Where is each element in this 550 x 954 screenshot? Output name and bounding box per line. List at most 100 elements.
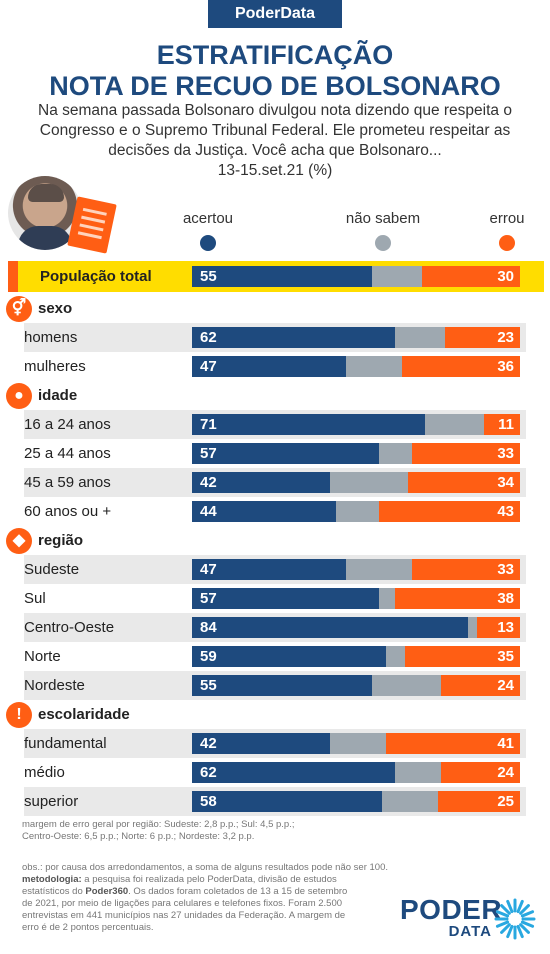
row-errou-bar (441, 762, 520, 783)
method-text-2c: . Os dados foram coletados de 13 a 15 de… (128, 886, 348, 897)
table-row: fundamental 42 41 (0, 729, 550, 758)
brand-tab: PoderData (208, 0, 342, 28)
row-errou-value: 38 (497, 590, 514, 607)
total-marker (8, 261, 18, 292)
row-acertou-bar (192, 414, 425, 435)
row-errou-bar (438, 791, 520, 812)
row-errou-value: 25 (497, 793, 514, 810)
row-label: Sudeste (24, 561, 80, 578)
legend-nao-sabem-dot (375, 235, 391, 251)
logo-ray (519, 923, 530, 934)
row-acertou-value: 62 (200, 329, 217, 346)
row-acertou-bar (192, 501, 337, 522)
row-bar: 62 23 (192, 327, 520, 348)
logo-ray (500, 904, 511, 915)
row-errou-value: 34 (497, 474, 514, 491)
table-row: superior 58 25 (0, 787, 550, 816)
intro-line-1: Na semana passada Bolsonaro divulgou not… (38, 102, 512, 119)
row-bar: 42 34 (192, 472, 520, 493)
table-row: Sudeste 47 33 (0, 555, 550, 584)
row-errou-value: 11 (498, 416, 514, 433)
total-acertou-value: 55 (200, 268, 217, 285)
row-acertou-bar (192, 733, 330, 754)
method-line-4: entrevistas em 441 municípios nas 27 uni… (22, 910, 346, 921)
total-errou-value: 30 (497, 268, 514, 285)
section-escolaridade-header: ! escolaridade (0, 700, 550, 729)
table-row: 16 a 24 anos 71 11 (0, 410, 550, 439)
row-acertou-value: 57 (200, 445, 217, 462)
row-errou-bar (411, 559, 520, 580)
logo-ray (506, 899, 514, 914)
row-errou-bar (444, 327, 520, 348)
row-acertou-bar (192, 472, 330, 493)
row-nao-sabem-bar (395, 327, 445, 348)
row-acertou-value: 57 (200, 590, 217, 607)
row-label: Nordeste (24, 677, 85, 694)
margin-note-line-2: Centro-Oeste: 6,5 p.p.; Norte: 6 p.p.; N… (22, 831, 255, 842)
section-regio-header: ◆ região (0, 526, 550, 555)
question-text: Na semana passada Bolsonaro divulgou not… (10, 101, 540, 181)
margin-note: margem de erro geral por região: Sudeste… (22, 819, 402, 843)
row-errou-bar (408, 472, 520, 493)
table-row: 25 a 44 anos 57 33 (0, 439, 550, 468)
row-label: homens (24, 329, 78, 346)
row-bar: 58 25 (192, 791, 520, 812)
row-acertou-value: 55 (200, 677, 217, 694)
row-errou-value: 33 (497, 561, 514, 578)
method-line-2: estatísticos do Poder360. Os dados foram… (22, 886, 402, 898)
row-acertou-value: 44 (200, 503, 217, 520)
table-row: Norte 59 35 (0, 642, 550, 671)
section-title: idade (38, 387, 78, 404)
row-label: fundamental (24, 735, 107, 752)
section-title: sexo (38, 300, 73, 317)
row-bar: 47 36 (192, 356, 520, 377)
row-errou-bar (411, 443, 520, 464)
row-nao-sabem-bar (378, 588, 396, 609)
table-row: 45 a 59 anos 42 34 (0, 468, 550, 497)
logo-ray (506, 924, 514, 939)
obs-line: obs.: por causa dos arredondamentos, a s… (22, 862, 388, 873)
document-icon (67, 196, 117, 254)
row-acertou-bar (192, 791, 383, 812)
row-bar: 57 33 (192, 443, 520, 464)
row-errou-value: 35 (497, 648, 514, 665)
brazil-map-icon: ◆ (6, 528, 32, 554)
row-label: 60 anos ou + (24, 503, 112, 520)
row-acertou-value: 42 (200, 735, 217, 752)
logo-ray (516, 899, 524, 914)
logo-ray (519, 904, 530, 915)
total-acertou-bar (192, 266, 373, 287)
poderdata-logo: PODER DATA (400, 896, 536, 940)
row-errou-value: 24 (497, 677, 514, 694)
intro-line-2: Congresso e o Supremo Tribunal Federal. … (39, 122, 511, 139)
row-nao-sabem-bar (336, 501, 379, 522)
row-nao-sabem-bar (372, 675, 442, 696)
row-bar: 59 35 (192, 646, 520, 667)
row-errou-bar (477, 617, 520, 638)
row-acertou-value: 62 (200, 764, 217, 781)
table-row: Sul 57 38 (0, 584, 550, 613)
row-errou-bar (385, 733, 520, 754)
logo-data-text: DATA (448, 923, 492, 940)
section-sexo-header: ⚥ sexo (0, 294, 550, 323)
row-acertou-value: 84 (200, 619, 217, 636)
row-acertou-value: 47 (200, 561, 217, 578)
method-line-3: de 2021, por meio de ligações para celul… (22, 898, 343, 909)
title-line-1: ESTRATIFICAÇÃO (156, 40, 394, 70)
row-label: Centro-Oeste (24, 619, 115, 636)
row-errou-value: 13 (497, 619, 514, 636)
method-line-1: metodologia: a pesquisa foi realizada pe… (22, 874, 402, 886)
row-errou-bar (401, 356, 520, 377)
logo-ray (516, 924, 524, 939)
method-text-2a: estatísticos do (22, 886, 86, 897)
row-label: médio (24, 764, 65, 781)
row-errou-value: 24 (497, 764, 514, 781)
chart-title: ESTRATIFICAÇÃO NOTA DE RECUO DE BOLSONAR… (0, 40, 550, 102)
row-errou-value: 43 (497, 503, 514, 520)
method-label: metodologia: (22, 874, 82, 885)
legend-errou: errou (452, 210, 550, 251)
row-label: 16 a 24 anos (24, 416, 111, 433)
section-title: escolaridade (38, 706, 130, 723)
row-errou-value: 41 (497, 735, 514, 752)
row-bar: 55 24 (192, 675, 520, 696)
